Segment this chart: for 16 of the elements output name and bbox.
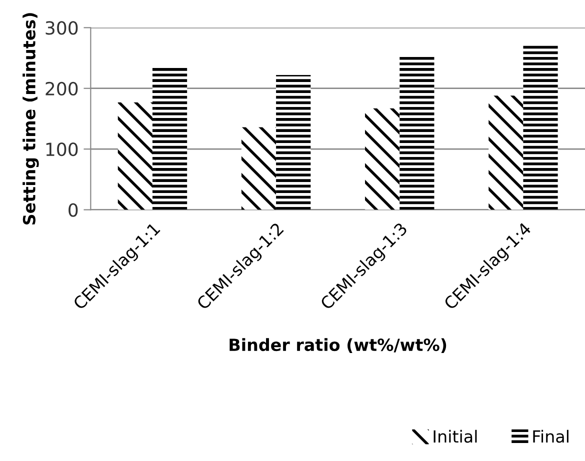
y-tick-label: 0: [68, 203, 78, 217]
bar: [523, 44, 558, 210]
y-tick-label: 200: [46, 82, 78, 96]
bar: [118, 102, 152, 210]
bar: [400, 56, 434, 210]
bar: [488, 96, 524, 210]
legend-label: Final: [533, 430, 568, 443]
y-tick-label: 300: [46, 21, 78, 35]
bar: [241, 127, 276, 210]
y-tick-label: 100: [46, 142, 78, 156]
bar: [276, 75, 311, 210]
y-axis-title: Setting time (minutes): [22, 13, 39, 224]
legend-label: Initial: [434, 430, 477, 443]
bar: [365, 108, 400, 210]
bar: [152, 66, 188, 210]
x-axis-title: Binder ratio (wt%/wt%): [230, 338, 446, 354]
